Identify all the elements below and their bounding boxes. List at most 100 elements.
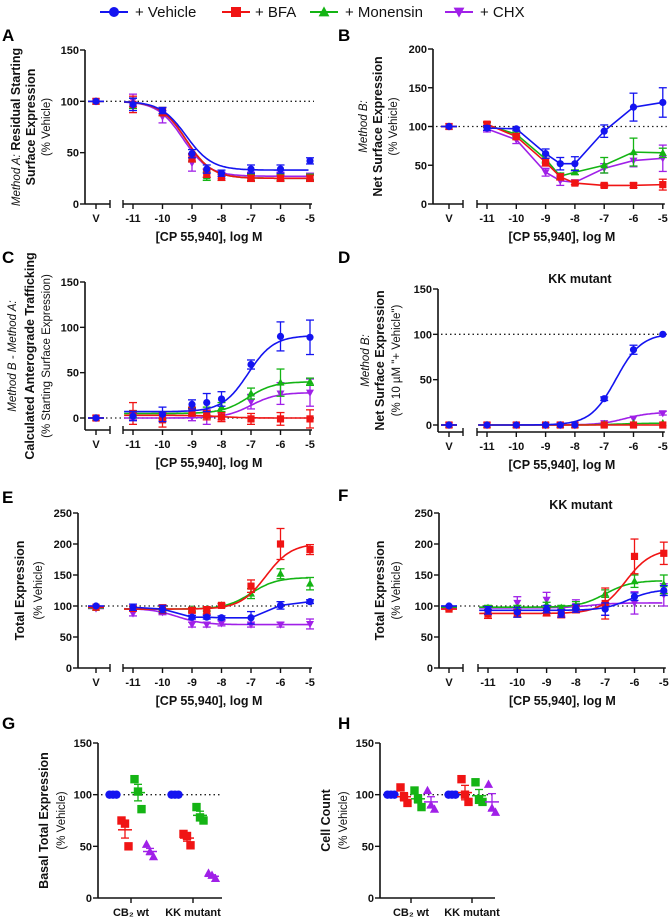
connecting-line (132, 600, 311, 619)
y-tick-label: 200 (409, 44, 427, 56)
x-tick-label: -10 (155, 213, 171, 225)
series-bfa (396, 774, 473, 808)
series-chx (422, 779, 501, 816)
y-label-segment: Residual Starting (9, 48, 23, 154)
y-tick-label: 100 (409, 122, 427, 134)
data-point (129, 603, 137, 611)
x-tick-label: -7 (599, 441, 609, 453)
y-axis-label: Method B: (358, 100, 370, 152)
y-label-segment: (% Vehicle) (388, 97, 400, 155)
y-label-segment: Total Expression (373, 541, 387, 641)
x-tick-label: -11 (479, 441, 494, 453)
panel-a: A 0 50 100 150 Method A: Residual Starting Sur… (2, 26, 315, 244)
x-tick-label: -8 (570, 213, 580, 225)
data-point (130, 774, 139, 784)
data-point (188, 408, 196, 416)
data-point (543, 605, 551, 613)
data-point (203, 613, 211, 621)
x-tick-label: -7 (600, 677, 610, 689)
y-label-segment: (% Vehicle) (41, 98, 53, 156)
x-tick-label: V (92, 677, 100, 689)
data-point (148, 851, 159, 861)
data-point (129, 610, 137, 618)
y-axis-label: Surface Expression (24, 69, 38, 186)
x-tick-label: -8 (571, 677, 581, 689)
data-point (471, 778, 480, 787)
legend-item: + BFA (222, 4, 296, 21)
data-point (199, 816, 208, 825)
data-point (542, 150, 550, 158)
data-point (203, 411, 211, 419)
data-point (203, 165, 211, 173)
data-point (276, 569, 285, 577)
series-bfa (117, 816, 195, 851)
y-tick-label: 200 (415, 539, 433, 551)
y-label-segment: Method B: (358, 100, 370, 152)
data-point (600, 127, 608, 135)
data-point (203, 606, 211, 614)
y-tick-label: 0 (73, 199, 79, 211)
data-point (158, 410, 167, 418)
data-point (601, 605, 609, 613)
data-point (188, 150, 196, 158)
y-label-segment: Method B: (360, 334, 372, 386)
data-point (484, 606, 492, 614)
category-label: KK mutant (444, 907, 500, 919)
data-point (192, 802, 201, 812)
y-axis-label: Method B: (360, 334, 372, 386)
data-point (600, 181, 608, 189)
y-axis-label: Total Expression (13, 541, 27, 641)
fit-curve (124, 101, 309, 171)
data-point (542, 421, 550, 429)
y-tick-label: 100 (54, 601, 72, 613)
data-point (276, 332, 285, 340)
y-tick-label: 100 (74, 790, 92, 802)
x-tick-label: -10 (509, 677, 525, 689)
y-tick-label: 150 (409, 83, 427, 95)
data-point (483, 421, 491, 429)
data-point (556, 173, 564, 181)
data-point (276, 165, 285, 173)
y-axis-label: Net Surface Expression (373, 290, 387, 430)
data-point (306, 389, 314, 397)
data-point (217, 173, 226, 181)
panel-d: D 0 50 100 150 Method B: Net Surface Expressio… (338, 248, 668, 472)
data-point (658, 148, 667, 156)
y-axis-label: (% Vehicle) (338, 791, 350, 849)
x-tick-label: -5 (305, 213, 315, 225)
y-tick-label: 250 (54, 508, 72, 520)
x-tick-label: -6 (629, 213, 639, 225)
data-point (629, 421, 638, 429)
connecting-line (486, 128, 663, 184)
data-point (137, 804, 146, 814)
x-tick-label: -5 (659, 677, 669, 689)
y-tick-label: 0 (73, 413, 79, 425)
data-point (513, 599, 522, 608)
x-tick-label: -6 (276, 677, 286, 689)
x-tick-label: -9 (542, 677, 552, 689)
panel-letter: F (338, 486, 348, 505)
series-vehicle (88, 319, 314, 423)
panel-letter: H (338, 714, 350, 733)
data-point (660, 549, 668, 557)
data-point (217, 395, 226, 403)
data-point (92, 97, 100, 105)
y-label-segment: (% Vehicle) (56, 791, 68, 849)
data-point (158, 605, 167, 613)
y-tick-label: 50 (415, 160, 427, 172)
x-tick-label: V (445, 213, 453, 225)
y-axis-label: (% Starting Surface Expression) (41, 274, 53, 438)
y-tick-label: 100 (415, 601, 433, 613)
x-tick-label: -5 (305, 677, 315, 689)
circle-marker-icon (109, 7, 119, 17)
data-point (92, 602, 100, 610)
data-point (630, 577, 639, 585)
x-axis-title: [CP 55,940], log M (509, 230, 616, 244)
y-tick-label: 50 (421, 632, 433, 644)
x-tick-label: -7 (246, 677, 256, 689)
y-axis-label: (% Vehicle) (33, 561, 45, 619)
y-label-segment: Method A: (11, 154, 23, 206)
x-tick-label: -11 (125, 439, 140, 451)
triangle-up-marker-icon (318, 6, 330, 17)
x-tick-label: -8 (217, 677, 227, 689)
